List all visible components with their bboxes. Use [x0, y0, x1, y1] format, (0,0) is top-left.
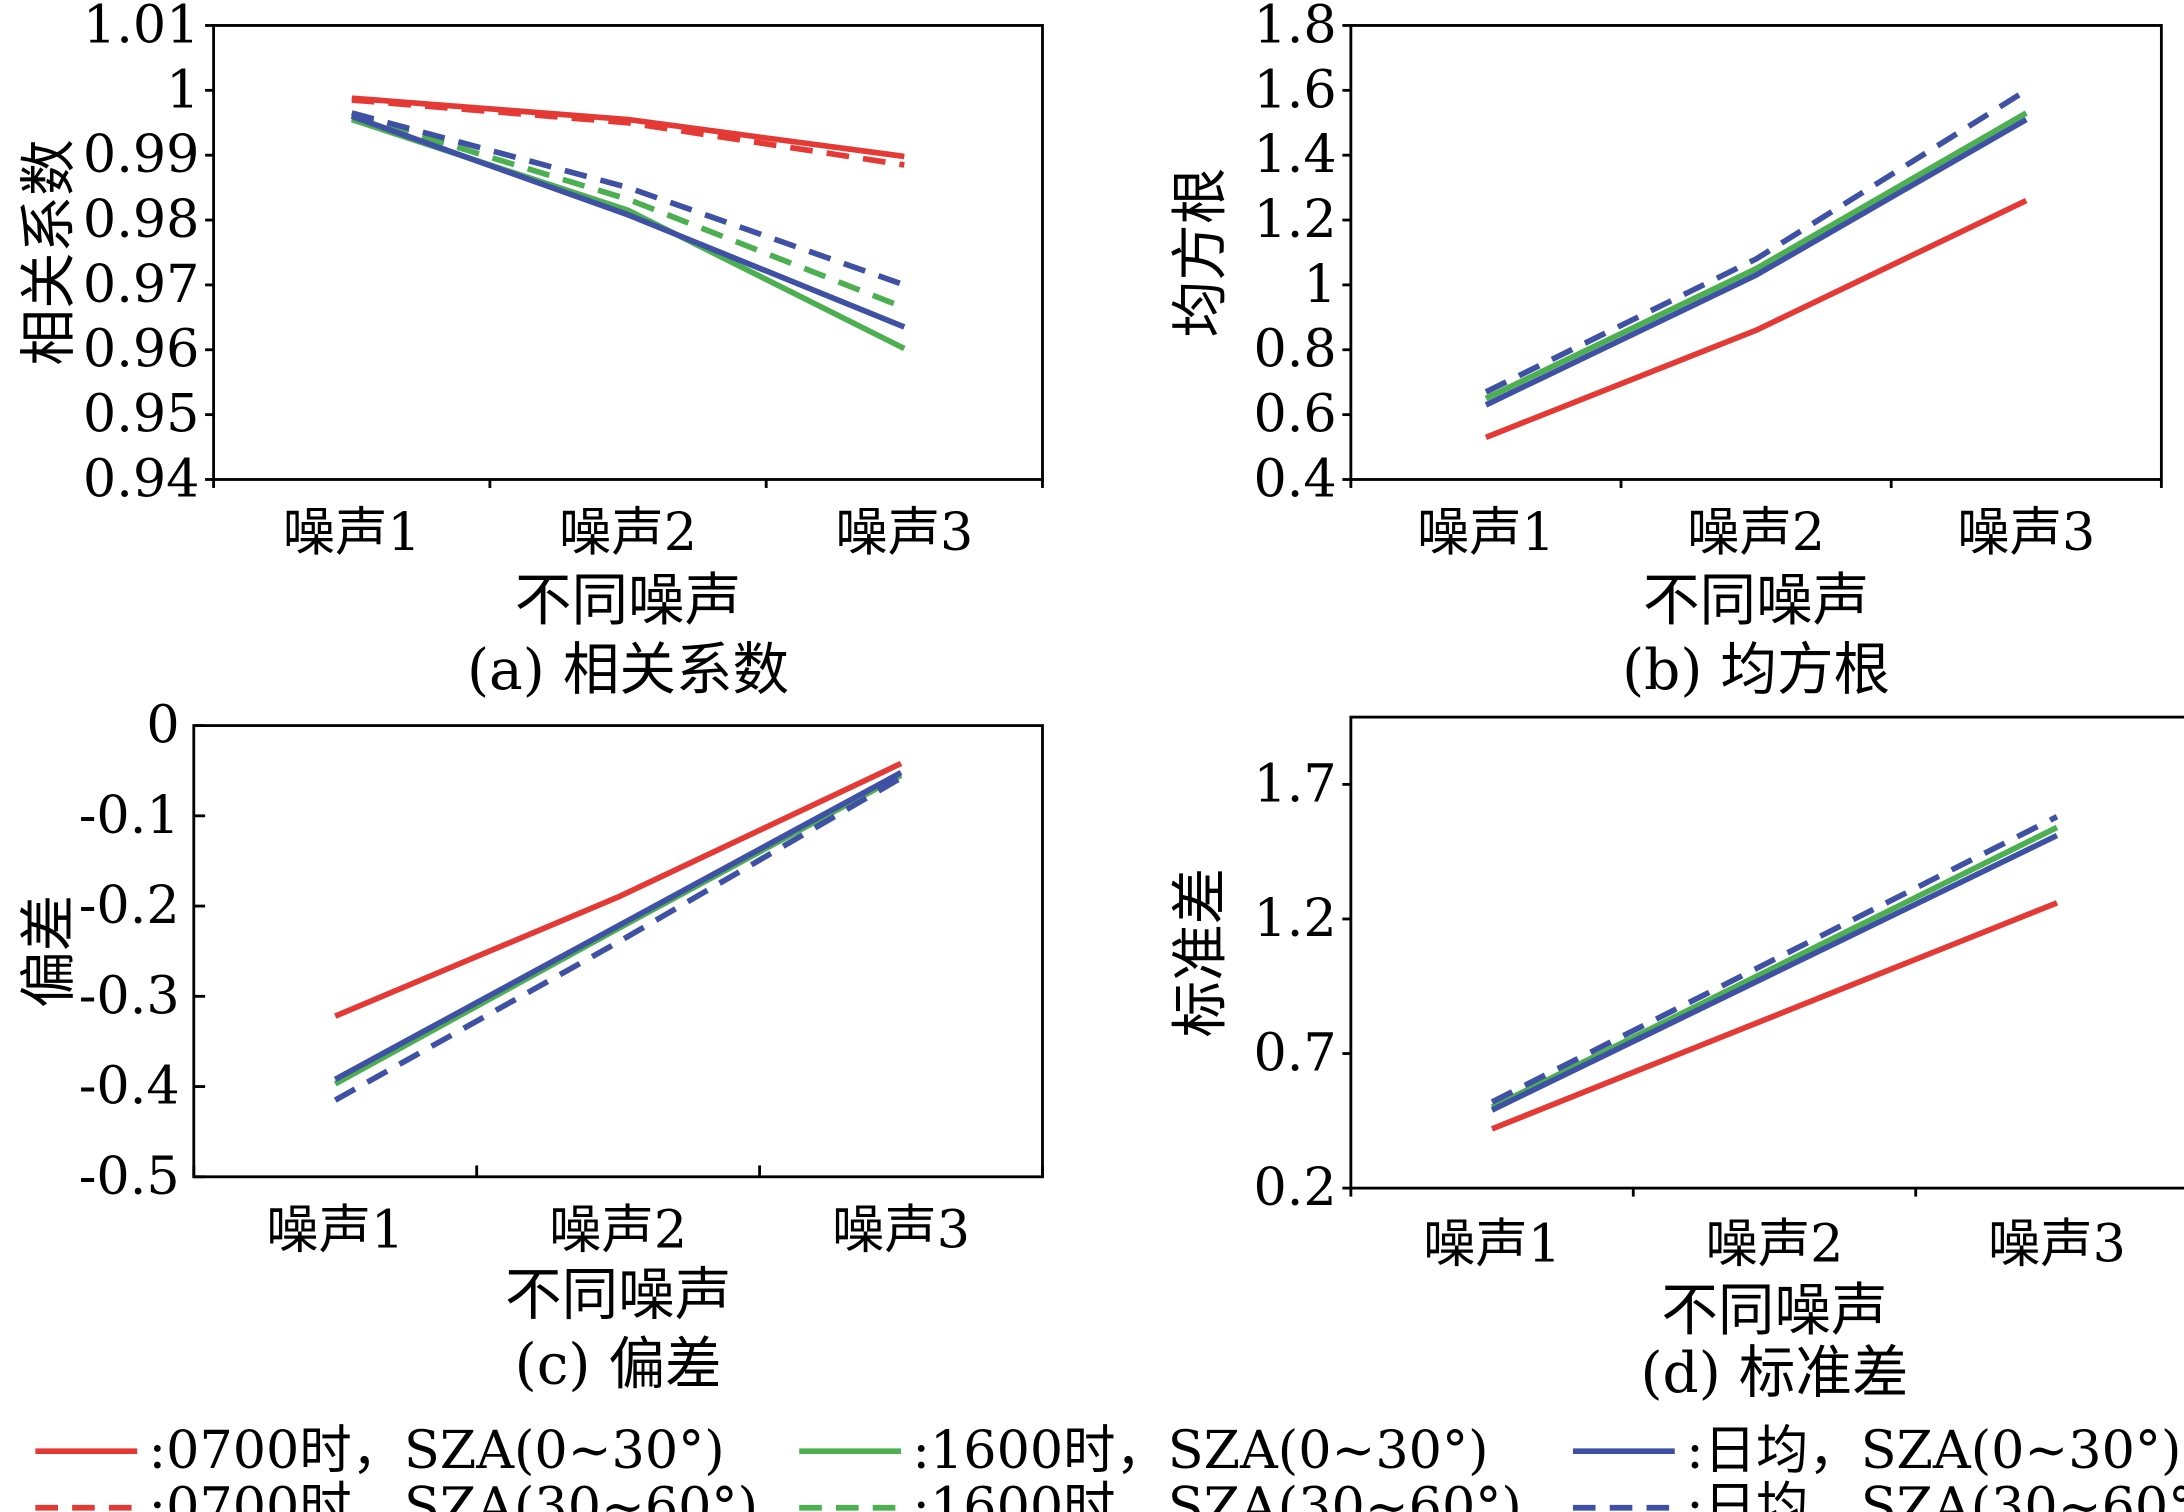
- x-tick-label: 噪声1: [266, 1200, 404, 1261]
- x-tick-label: 噪声2: [559, 502, 697, 563]
- y-axis-title: 均方根: [1167, 168, 1233, 338]
- y-tick-label: 0.99: [83, 124, 200, 185]
- x-axis-title: 不同噪声: [1661, 1278, 1887, 1344]
- y-axis-title: 偏差: [16, 895, 82, 1008]
- series-line-sday_030: [350, 113, 906, 330]
- y-tick-label: 0.94: [83, 448, 200, 509]
- series-line-s0700_030: [1484, 198, 2028, 440]
- x-tick-label: 噪声3: [1957, 502, 2095, 563]
- series-line-s0700_3060: [351, 97, 905, 168]
- series-line-sday_3060: [351, 110, 906, 288]
- chart-caption: (b) 均方根: [1622, 637, 1890, 703]
- x-tick-label: 噪声2: [1687, 502, 1825, 563]
- x-axis-title: 不同噪声: [1643, 568, 1869, 634]
- series-line-s0700_030: [334, 760, 903, 1019]
- chart-caption: (d) 标准差: [1640, 1340, 1908, 1406]
- y-tick-label: 0.97: [83, 254, 200, 315]
- legend-item-s1600_030: :1600时，SZA(0~30°): [799, 1420, 1489, 1481]
- x-axis-title: 不同噪声: [505, 1262, 731, 1328]
- chart-caption: (c) 偏差: [515, 1331, 722, 1397]
- x-axis-title: 不同噪声: [515, 568, 741, 634]
- legend-label: :日均，SZA(0~30°): [1686, 1420, 2181, 1481]
- x-tick-label: 噪声3: [1988, 1214, 2126, 1275]
- y-tick-label: 0: [146, 695, 179, 756]
- plot-frame: [1349, 715, 2184, 1190]
- legend-item-sday_030: :日均，SZA(0~30°): [1572, 1420, 2181, 1481]
- plot-frame: [212, 24, 1044, 481]
- x-tick-label: 噪声1: [1417, 502, 1555, 563]
- legend-label: :日均，SZA(30~60°): [1686, 1477, 2184, 1512]
- y-tick-label: 0.7: [1253, 1023, 1336, 1084]
- series-line-sday_3060: [1484, 87, 2028, 395]
- y-tick-label: 1.2: [1253, 888, 1336, 949]
- y-tick-label: 1.7: [1253, 753, 1336, 814]
- series-line-sday_030: [333, 770, 903, 1082]
- x-tick-label: 噪声2: [549, 1200, 687, 1261]
- plot-frame: [1349, 24, 2163, 481]
- series-line-sday_3060: [1490, 814, 2059, 1105]
- y-axis-title: 相关系数: [16, 139, 82, 365]
- y-tick-label: 0.2: [1253, 1157, 1336, 1218]
- plot-frame: [192, 724, 1044, 1179]
- series-line-s1600_030: [1484, 110, 2028, 401]
- legend-label: :0700时，SZA(0~30°): [149, 1420, 725, 1481]
- y-tick-label: -0.1: [79, 785, 180, 846]
- chart-caption: (a) 相关系数: [467, 637, 789, 703]
- chart-c: -0.5 -0.4 -0.3 -0.2 -0.1 0 噪声1 噪声2 噪声3 不同噪声 偏差 (c) …: [16, 695, 1044, 1397]
- y-tick-label: 0.96: [83, 319, 200, 380]
- series-line-sday_030: [1484, 117, 2028, 408]
- y-tick-label: 0.95: [83, 384, 200, 445]
- legend-label: :1600时，SZA(0~30°): [912, 1420, 1488, 1481]
- y-tick-label: 1: [166, 59, 199, 120]
- x-tick-label: 噪声1: [1423, 1214, 1561, 1275]
- y-axis-title: 标准差: [1167, 868, 1233, 1038]
- y-tick-label: 1: [1303, 254, 1336, 315]
- y-tick-label: 1.4: [1253, 124, 1336, 185]
- series-line-s1600_3060: [350, 112, 906, 311]
- y-tick-label: 1.8: [1253, 0, 1336, 55]
- y-tick-label: -0.3: [79, 965, 180, 1026]
- y-tick-label: 1.01: [83, 0, 200, 55]
- legend-item-s1600_3060: :1600时，SZA(30~60°): [799, 1477, 1522, 1512]
- y-tick-label: 0.8: [1253, 319, 1336, 380]
- series-line-sday_030: [1490, 832, 2059, 1113]
- x-tick-label: 噪声3: [832, 1200, 970, 1261]
- y-tick-label: 0.6: [1253, 384, 1336, 445]
- legend-item-s0700_3060: :0700时，SZA(30~60°): [35, 1477, 758, 1512]
- y-tick-label: -0.2: [79, 875, 180, 936]
- legend-label: :1600时，SZA(30~60°): [912, 1477, 1521, 1512]
- x-tick-label: 噪声3: [835, 502, 973, 563]
- y-tick-label: -0.4: [79, 1056, 180, 1117]
- legend-item-sday_3060: :日均，SZA(30~60°): [1572, 1477, 2184, 1512]
- x-tick-label: 噪声2: [1706, 1214, 1844, 1275]
- series-line-s1600_030: [1490, 824, 2059, 1110]
- y-tick-label: 0.98: [83, 189, 200, 250]
- y-tick-label: 1.6: [1253, 59, 1336, 120]
- chart-b: 0.40.60.811.21.41.61.8 噪声1 噪声2 噪声3 不同噪声 均方根 (b…: [1167, 0, 2163, 703]
- series-line-s1600_030: [350, 116, 906, 352]
- legend-label: :0700时，SZA(30~60°): [149, 1477, 758, 1512]
- x-tick-label: 噪声1: [283, 502, 421, 563]
- legend: :0700时，SZA(0~30°) :1600时，SZA(0~30°) :日均，SZ…: [35, 1420, 2184, 1512]
- series-line-sday_3060: [333, 775, 903, 1103]
- legend-item-s0700_030: :0700时，SZA(0~30°): [35, 1420, 725, 1481]
- y-tick-label: -0.5: [79, 1146, 180, 1207]
- y-tick-label: 0.4: [1253, 448, 1336, 509]
- series-line-s0700_030: [1490, 900, 2059, 1132]
- y-tick-label: 1.2: [1253, 189, 1336, 250]
- chart-d: 0.2 0.7 1.2 1.7 噪声1 噪声2 噪声3 不同噪声 标准差 (d) 标准差: [1167, 715, 2184, 1406]
